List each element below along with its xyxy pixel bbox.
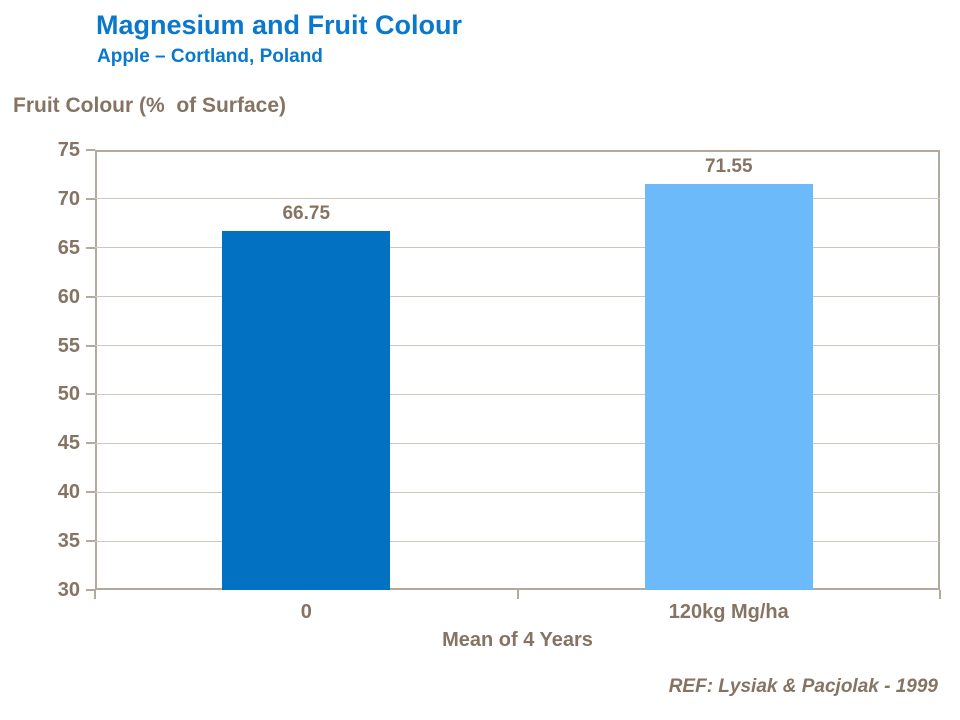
x-axis-tick-mark	[939, 590, 941, 599]
x-axis-tick-mark	[94, 590, 96, 599]
y-axis-tick-label: 45	[57, 432, 80, 455]
gridline	[95, 345, 940, 347]
bar-value-label: 71.55	[704, 155, 753, 177]
gridline	[95, 393, 940, 395]
y-axis-tick-label: 75	[57, 139, 80, 161]
x-axis-tick-mark	[516, 590, 519, 599]
y-axis-tick-mark	[86, 491, 95, 494]
y-axis-tick-label: 40	[57, 481, 80, 504]
y-axis-tick-mark	[86, 246, 95, 249]
y-axis-tick-mark	[86, 442, 95, 445]
gridline	[95, 296, 940, 298]
gridline	[95, 491, 940, 493]
y-axis-tick-label: 50	[57, 383, 80, 406]
y-axis-tick-mark	[86, 344, 95, 347]
y-axis-title: Fruit Colour (% of Surface)	[13, 94, 286, 117]
x-axis-title: Mean of 4 Years	[442, 629, 593, 651]
gridline	[95, 540, 940, 542]
chart-title: Magnesium and Fruit Colour	[96, 10, 463, 40]
bar-value-label: 66.75	[282, 202, 331, 224]
y-axis-tick-label: 55	[57, 334, 80, 357]
y-axis-tick-label: 65	[57, 236, 80, 259]
y-axis-tick-mark	[86, 149, 95, 151]
x-axis-category-label: 120kg Mg/ha	[668, 601, 789, 623]
gridline	[95, 247, 940, 249]
y-axis-tick-label: 30	[57, 579, 80, 601]
x-axis-category-label: 0	[300, 601, 312, 623]
y-axis-tick-mark	[86, 295, 95, 298]
gridline	[95, 442, 940, 444]
y-axis-tick-mark	[86, 197, 95, 200]
y-axis-tick-mark	[86, 393, 95, 396]
chart-subtitle: Apple – Cortland, Poland	[97, 46, 323, 67]
y-axis-tick-label: 35	[57, 530, 80, 553]
bar	[222, 230, 391, 590]
reference-text: REF: Lysiak & Pacjolak - 1999	[668, 676, 938, 697]
plot-area-frame	[95, 150, 940, 590]
y-axis-tick-label: 70	[57, 187, 80, 210]
gridline	[95, 198, 940, 200]
y-axis-tick-mark	[86, 540, 95, 543]
y-axis-tick-label: 60	[57, 285, 80, 308]
bar	[644, 183, 813, 590]
y-axis-tick-mark	[86, 589, 95, 591]
